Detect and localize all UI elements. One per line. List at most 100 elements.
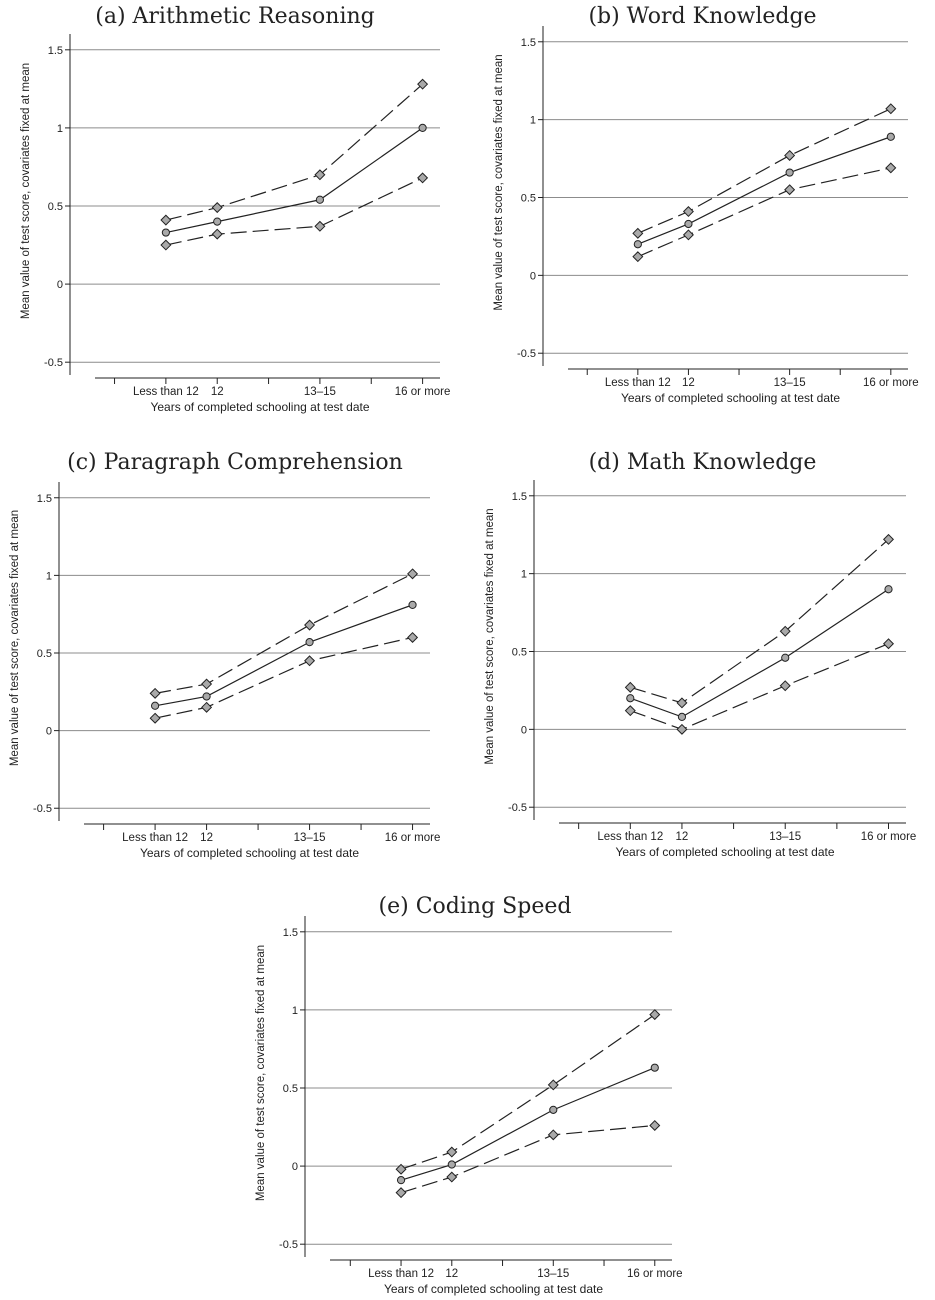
data-point-upper bbox=[417, 78, 429, 90]
y-tick-label: 1 bbox=[530, 115, 536, 127]
y-axis-label: Mean value of test score, covariates fix… bbox=[255, 945, 267, 1201]
data-point-upper bbox=[314, 169, 326, 181]
x-axis-label: Years of completed schooling at test dat… bbox=[384, 1282, 603, 1296]
chart-title: (e) Coding Speed bbox=[378, 894, 572, 919]
x-tick-label: Less than 12 bbox=[122, 832, 188, 844]
y-tick-label: -0.5 bbox=[517, 348, 536, 360]
x-tick-label: 16 or more bbox=[395, 386, 451, 398]
y-axis-label: Mean value of test score, covariates fix… bbox=[9, 510, 21, 766]
series-line-lower bbox=[400, 1124, 655, 1194]
data-point-upper bbox=[885, 103, 897, 115]
x-tick-label: 13–15 bbox=[769, 831, 801, 843]
x-tick-label: 16 or more bbox=[861, 831, 917, 843]
chart-plot: -0.5 0 0.5 1 1.5 Less than 12 12 13–15 16 or mor… bbox=[9, 482, 441, 860]
y-tick-label: 1.5 bbox=[48, 45, 63, 57]
x-axis-label: Years of completed schooling at test dat… bbox=[140, 846, 359, 860]
x-tick-label: 13–15 bbox=[774, 377, 806, 389]
data-point-upper bbox=[682, 206, 694, 218]
y-axis-label: Mean value of test score, covariates fix… bbox=[20, 63, 32, 319]
x-tick-label: 13–15 bbox=[294, 832, 326, 844]
panel-arithmetic-reasoning: (a) Arithmetic Reasoning -0.5 0 0.5 1 1.5 Les… bbox=[0, 0, 470, 414]
data-point-upper bbox=[201, 678, 213, 690]
data-point-upper bbox=[547, 1079, 559, 1091]
series-line-lower bbox=[637, 167, 891, 258]
data-point-lower bbox=[395, 1187, 407, 1199]
data-point-mean bbox=[677, 712, 687, 721]
x-tick-label: 16 or more bbox=[385, 832, 441, 844]
data-point-lower bbox=[314, 220, 326, 232]
y-tick-label: 0 bbox=[46, 726, 52, 738]
data-point-lower bbox=[201, 701, 213, 713]
data-point-upper bbox=[446, 1146, 458, 1158]
x-tick-label: 16 or more bbox=[863, 377, 919, 389]
y-tick-label: 1.5 bbox=[283, 927, 298, 939]
data-point-mean bbox=[549, 1105, 558, 1114]
data-point-upper bbox=[883, 533, 895, 545]
data-point-lower bbox=[632, 251, 644, 263]
data-point-upper bbox=[649, 1009, 661, 1021]
data-point-mean bbox=[633, 240, 642, 249]
data-point-mean bbox=[202, 692, 211, 701]
data-point-mean bbox=[886, 132, 895, 141]
y-tick-label: 1.5 bbox=[512, 491, 527, 503]
data-point-upper bbox=[624, 681, 636, 693]
y-tick-label: 0 bbox=[530, 270, 536, 282]
series-line-lower bbox=[154, 636, 413, 719]
data-point-mean bbox=[650, 1063, 659, 1072]
data-point-upper bbox=[304, 619, 316, 631]
y-tick-label: -0.5 bbox=[33, 803, 52, 815]
data-point-lower bbox=[784, 184, 796, 196]
y-tick-label: 0.5 bbox=[512, 647, 527, 659]
series-line-upper bbox=[165, 83, 423, 221]
x-tick-label: 12 bbox=[445, 1268, 458, 1280]
y-tick-label: 1 bbox=[521, 569, 527, 581]
series-line-lower bbox=[630, 643, 889, 731]
series-line-mean bbox=[637, 136, 892, 245]
data-point-upper bbox=[632, 227, 644, 239]
y-axis-label: Mean value of test score, covariates fix… bbox=[484, 508, 496, 764]
y-tick-label: 0.5 bbox=[521, 193, 536, 205]
data-point-mean bbox=[305, 638, 314, 647]
series-line-upper bbox=[630, 538, 889, 704]
x-tick-label: Less than 12 bbox=[368, 1268, 434, 1280]
panel-coding-speed: (e) Coding Speed -0.5 0 0.5 1 1.5 Less than 1… bbox=[240, 892, 710, 1297]
x-tick-label: 12 bbox=[682, 377, 695, 389]
series-line-mean bbox=[165, 127, 423, 234]
chart-plot: -0.5 0 0.5 1 1.5 Less than 12 12 13–15 16 or mor… bbox=[484, 480, 917, 859]
x-tick-label: Less than 12 bbox=[597, 831, 663, 843]
data-point-mean bbox=[684, 219, 693, 229]
y-tick-label: 0.5 bbox=[283, 1083, 298, 1095]
x-tick-label: Less than 12 bbox=[133, 386, 199, 398]
data-point-lower bbox=[149, 712, 161, 724]
data-point-upper bbox=[784, 149, 796, 161]
y-tick-label: 0 bbox=[57, 279, 63, 291]
data-point-upper bbox=[160, 214, 172, 226]
series-line-upper bbox=[400, 1014, 656, 1170]
data-point-lower bbox=[624, 705, 636, 717]
x-tick-label: 13–15 bbox=[304, 386, 336, 398]
series-line-mean bbox=[630, 588, 889, 718]
data-point-upper bbox=[395, 1163, 407, 1175]
data-point-lower bbox=[211, 228, 223, 240]
x-tick-label: Less than 12 bbox=[605, 377, 671, 389]
data-point-mean bbox=[315, 195, 325, 204]
data-point-lower bbox=[883, 638, 895, 650]
x-tick-label: 12 bbox=[676, 831, 689, 843]
data-point-lower bbox=[417, 172, 429, 184]
chart-title: (b) Word Knowledge bbox=[588, 4, 817, 29]
series-line-mean bbox=[400, 1067, 656, 1181]
y-tick-label: 1 bbox=[46, 570, 52, 582]
x-tick-label: 16 or more bbox=[627, 1268, 683, 1280]
data-point-lower bbox=[682, 229, 694, 241]
data-point-upper bbox=[211, 202, 223, 214]
x-tick-label: 12 bbox=[200, 832, 213, 844]
series-line-upper bbox=[154, 573, 413, 694]
data-point-mean bbox=[626, 694, 635, 703]
series-line-upper bbox=[637, 108, 892, 234]
chart-title: (d) Math Knowledge bbox=[588, 450, 817, 475]
y-tick-label: 1 bbox=[57, 123, 63, 135]
panel-word-knowledge: (b) Word Knowledge -0.5 0 0.5 1 1.5 Less than… bbox=[470, 0, 935, 405]
x-tick-label: 13–15 bbox=[537, 1268, 569, 1280]
data-point-lower bbox=[304, 655, 316, 667]
series-line-lower bbox=[165, 177, 423, 246]
